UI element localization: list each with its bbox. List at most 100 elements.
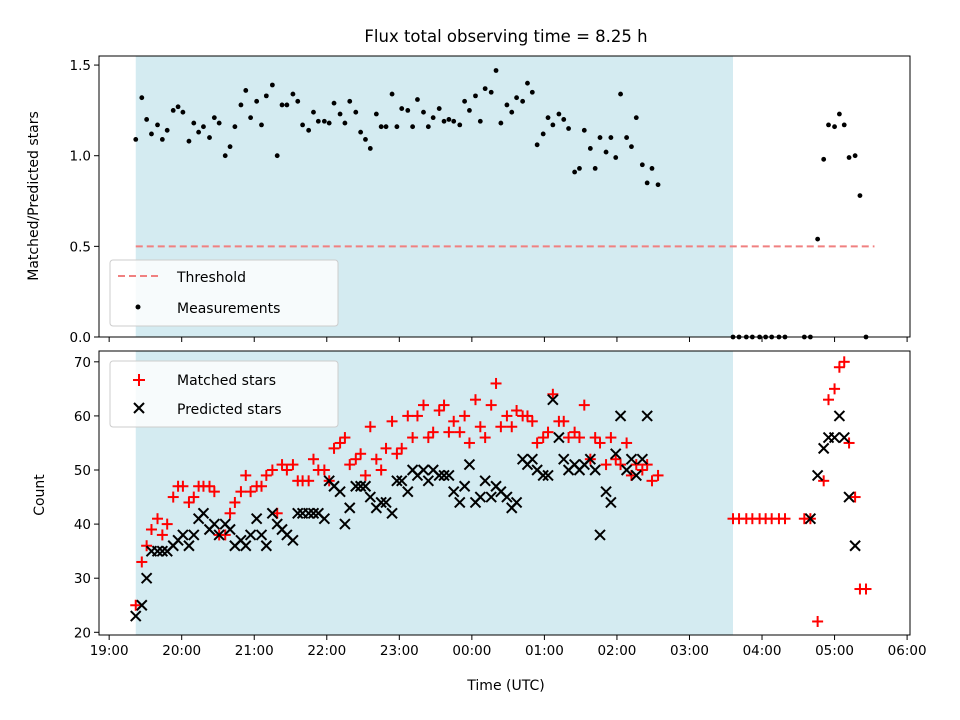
legend-matched-label: Matched stars <box>177 373 276 389</box>
bottom-legend: Matched stars Predicted stars <box>109 360 339 428</box>
x-tick-label: 23:00 <box>380 643 419 659</box>
legend-matched-swatch <box>133 374 145 386</box>
y-tick-label: 50 <box>74 463 91 479</box>
predicted-star-point <box>364 491 377 503</box>
predicted-star-point <box>501 491 513 503</box>
measurement-point <box>821 156 827 162</box>
measurement-point <box>520 98 526 104</box>
bottom-y-axis-label: Count <box>32 474 48 516</box>
matched-star-point <box>479 432 491 444</box>
matched-star-point <box>589 432 601 444</box>
matched-star-point <box>459 410 471 422</box>
measurement-point <box>592 166 598 171</box>
x-tick-label: 00:00 <box>452 643 491 659</box>
predicted-star-point <box>817 442 830 455</box>
measurement-point <box>618 91 623 97</box>
measurement-point <box>836 111 842 117</box>
matched-star-point <box>849 491 861 503</box>
predicted-star-point <box>438 469 450 482</box>
bottom-x-ticks: 19:00 20:00 21:00 22:00 23:00 00:00 01:00 02:00… <box>90 635 927 659</box>
measurement-point <box>186 138 192 144</box>
matched-star-point <box>652 469 664 481</box>
measurement-point <box>462 98 468 104</box>
measurement-point <box>857 193 863 198</box>
matched-star-point <box>860 583 872 595</box>
predicted-star-point <box>833 410 846 422</box>
matched-star-point <box>526 415 538 427</box>
matched-star-point <box>417 399 429 411</box>
predicted-star-point <box>838 431 850 444</box>
measurement-point <box>655 182 661 188</box>
measurement-point <box>525 80 530 86</box>
measurement-point <box>342 120 348 126</box>
measurement-point <box>529 89 535 95</box>
x-tick-label: 04:00 <box>743 643 782 659</box>
measurement-point <box>509 109 515 115</box>
matched-star-point <box>407 432 419 444</box>
predicted-star-point <box>828 431 841 444</box>
measurement-point <box>629 144 634 150</box>
predicted-star-point <box>334 485 346 498</box>
predicted-star-point <box>344 502 356 514</box>
predicted-star-point <box>463 458 476 471</box>
matched-star-point <box>843 437 855 449</box>
predicted-star-point <box>287 534 299 547</box>
matched-star-point <box>610 453 622 465</box>
predicted-star-point <box>350 480 362 492</box>
measurement-point <box>846 155 852 160</box>
predicted-star-point <box>250 512 263 525</box>
matched-star-point <box>266 464 278 476</box>
measurement-point <box>430 115 436 121</box>
x-tick-label: 21:00 <box>235 643 274 659</box>
measurement-point <box>159 136 165 142</box>
predicted-star-point <box>183 540 195 552</box>
measurement-point <box>363 136 368 142</box>
predicted-star-point <box>510 496 523 509</box>
matched-star-point <box>630 459 642 471</box>
predicted-star-point <box>485 491 497 503</box>
matched-star-point <box>204 480 216 492</box>
matched-star-point <box>224 507 236 519</box>
matched-star-point <box>506 421 518 433</box>
predicted-star-point <box>625 453 638 465</box>
x-tick-label: 03:00 <box>670 643 709 659</box>
matched-star-point <box>402 410 414 422</box>
matched-star-point <box>490 377 502 389</box>
measurement-point <box>347 98 353 104</box>
matched-star-point <box>594 437 606 449</box>
x-tick-label: 06:00 <box>888 643 927 659</box>
predicted-star-point <box>151 545 164 557</box>
top-series-layer <box>133 68 869 340</box>
predicted-star-point <box>600 485 612 498</box>
predicted-star-point <box>589 464 601 476</box>
y-tick-label: 0.0 <box>70 330 91 346</box>
predicted-star-point <box>255 529 268 541</box>
measurement-point <box>832 124 837 130</box>
measurement-point <box>556 111 562 117</box>
measurement-point <box>514 95 519 101</box>
predicted-star-point <box>474 491 487 503</box>
measurement-point <box>482 86 488 92</box>
matched-star-point <box>621 437 633 449</box>
matched-star-point <box>812 615 824 627</box>
predicted-star-point <box>402 485 414 498</box>
matched-star-point <box>303 475 315 487</box>
matched-star-point <box>463 437 475 449</box>
measurement-point <box>133 136 139 142</box>
measurement-point <box>451 118 457 124</box>
predicted-star-point <box>140 572 153 584</box>
measurement-point <box>561 117 567 122</box>
predicted-star-point <box>594 529 606 541</box>
matched-star-point <box>641 459 653 471</box>
matched-star-point <box>495 421 507 433</box>
matched-star-point <box>433 405 445 417</box>
matched-star-point <box>636 464 648 476</box>
measurement-point <box>191 120 197 126</box>
measurement-point <box>284 102 290 108</box>
matched-star-point <box>542 426 554 438</box>
measurement-point <box>331 100 337 106</box>
measurement-point <box>139 95 145 101</box>
top-y-axis-label: Matched/Predicted stars <box>26 111 42 281</box>
measurement-point <box>467 107 472 113</box>
predicted-star-point <box>224 523 236 536</box>
